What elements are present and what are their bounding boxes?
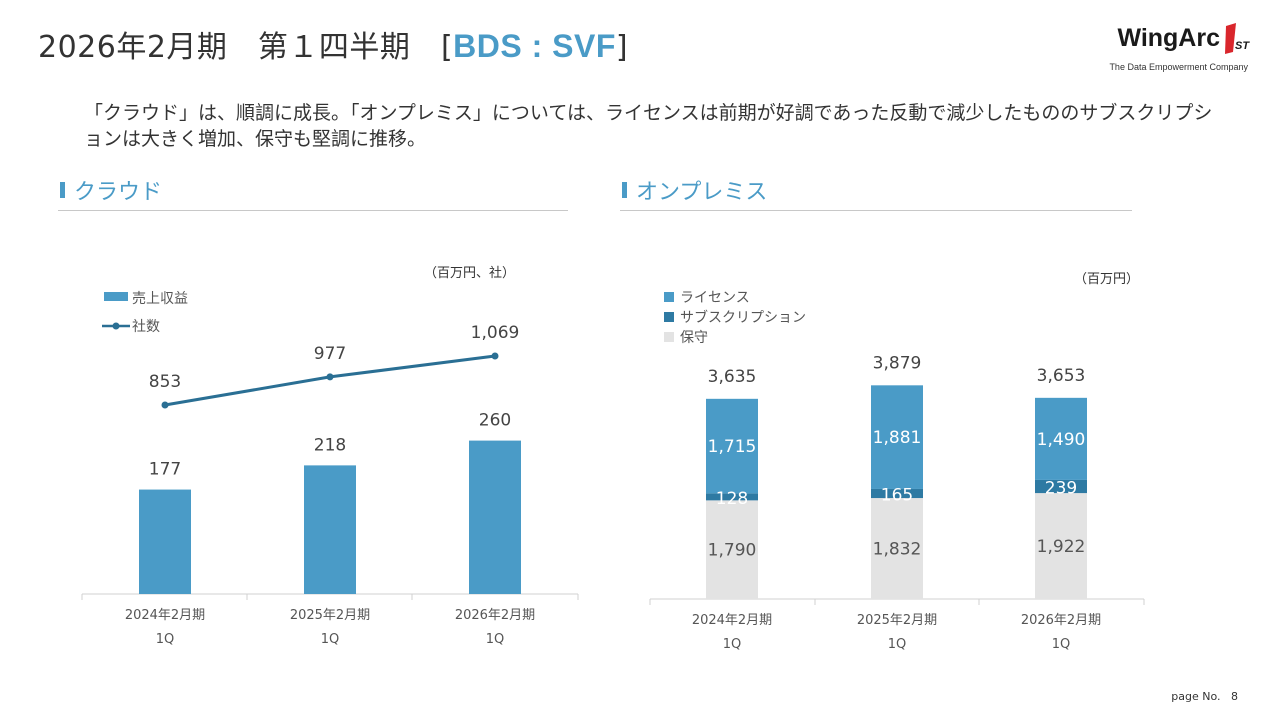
onprem-category-sublabel: 1Q: [888, 637, 907, 652]
onprem-maintenance-label: 1,832: [873, 540, 922, 560]
legend-maintenance-swatch: [664, 332, 674, 342]
title-main: 2026年2月期 第１四半期: [38, 30, 441, 65]
onprem-subscription-label: 239: [1045, 479, 1077, 499]
onprem-maintenance-label: 1,922: [1037, 537, 1086, 557]
onprem-total-label: 3,635: [708, 367, 757, 387]
page-number: page No. 8: [1171, 690, 1238, 703]
onprem-category-sublabel: 1Q: [1052, 637, 1071, 652]
onprem-section-marker: [622, 182, 627, 198]
cloud-count-label: 853: [149, 372, 181, 392]
cloud-category-label: 2024年2月期: [125, 608, 205, 623]
cloud-category-label: 2026年2月期: [455, 608, 535, 623]
legend-license-label: ライセンス: [680, 290, 750, 306]
onprem-license-bar: [871, 385, 923, 489]
legend-count-label: 社数: [132, 319, 160, 335]
cloud-count-point: [161, 401, 169, 409]
onprem-subscription-label: 128: [716, 489, 748, 509]
page-label: page No.: [1171, 690, 1221, 703]
cloud-revenue-label: 218: [314, 435, 346, 455]
cloud-category-sublabel: 1Q: [486, 632, 505, 647]
title-bracket-close: ]: [615, 30, 629, 65]
onprem-subscription-bar: [706, 493, 758, 501]
onprem-license-label: 1,715: [708, 437, 757, 457]
onprem-category-sublabel: 1Q: [723, 637, 742, 652]
cloud-count-label: 1,069: [471, 323, 520, 343]
onprem-subscription-bar: [871, 488, 923, 499]
onprem-section-divider: [620, 210, 1132, 211]
onprem-maintenance-label: 1,790: [708, 541, 757, 561]
onprem-subscription-label: 165: [881, 486, 913, 506]
onprem-license-label: 1,881: [873, 428, 922, 448]
onprem-maintenance-bar: [706, 500, 758, 599]
onprem-category-label: 2026年2月期: [1021, 613, 1101, 628]
cloud-category-sublabel: 1Q: [156, 632, 175, 647]
cloud-section-divider: [58, 210, 568, 211]
cloud-category-label: 2025年2月期: [290, 608, 370, 623]
cloud-section-marker: [60, 182, 65, 198]
logo-name: WingArc: [1117, 24, 1220, 52]
cloud-revenue-bar: [469, 440, 521, 594]
onprem-maintenance-bar: [871, 498, 923, 599]
onprem-category-label: 2024年2月期: [692, 613, 772, 628]
onprem-total-label: 3,879: [873, 353, 922, 373]
cloud-unit-label: （百万円、社）: [424, 266, 516, 281]
onprem-license-bar: [1035, 397, 1087, 480]
cloud-category-sublabel: 1Q: [321, 632, 340, 647]
cloud-revenue-label: 177: [149, 460, 181, 480]
onprem-section-title: オンプレミス: [636, 180, 768, 205]
legend-revenue-label: 売上収益: [132, 291, 188, 307]
company-logo: WingArc ST The Data Empowerment Company: [1109, 23, 1250, 76]
cloud-chart: 177 218 260 853 977 1,069 2024年2月期 1Q 2025年2月期 1Q…: [81, 291, 579, 647]
summary-text: 「クラウド」は、順調に成長。「オンプレミス」については、ライセンスは前期が好調で…: [84, 102, 1213, 150]
onprem-total-label: 3,653: [1037, 366, 1086, 386]
cloud-section-title: クラウド: [74, 180, 163, 205]
onprem-unit-label: （百万円）: [1074, 272, 1140, 287]
page-number-value: 8: [1231, 690, 1238, 703]
onprem-license-bar: [706, 398, 758, 494]
cloud-revenue-label: 260: [479, 411, 511, 431]
logo-tagline: The Data Empowerment Company: [1109, 62, 1248, 72]
onprem-category-label: 2025年2月期: [857, 613, 937, 628]
svg-text:ST: ST: [1235, 40, 1250, 52]
cloud-count-label: 977: [314, 344, 346, 364]
cloud-revenue-bar: [304, 465, 356, 594]
legend-revenue-swatch: [104, 292, 128, 301]
logo-mark-icon: ST: [1225, 23, 1250, 54]
legend-subscription-swatch: [664, 312, 674, 322]
cloud-revenue-bar: [139, 489, 191, 594]
onprem-license-label: 1,490: [1037, 430, 1086, 450]
legend-count-marker: [112, 322, 120, 330]
title-accent: BDS : SVF: [453, 28, 616, 64]
title-bracket-open: [: [440, 30, 454, 65]
legend-subscription-label: サブスクリプション: [680, 309, 806, 326]
legend-license-swatch: [664, 292, 674, 302]
page-title: 2026年2月期 第１四半期 [BDS : SVF]: [38, 22, 628, 66]
legend-maintenance-label: 保守: [680, 330, 708, 346]
onprem-subscription-bar: [1035, 479, 1087, 494]
cloud-count-point: [491, 352, 499, 360]
onprem-maintenance-bar: [1035, 493, 1087, 599]
cloud-count-point: [326, 373, 334, 381]
